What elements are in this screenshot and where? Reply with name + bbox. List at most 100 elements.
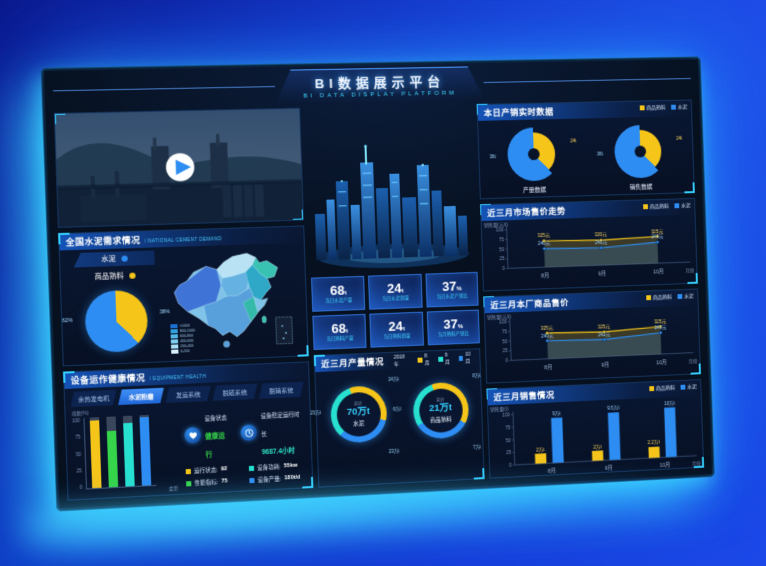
metric-performance: 性能指标: 75 xyxy=(186,476,243,487)
legend-swatch xyxy=(674,203,680,209)
svg-text:240元: 240元 xyxy=(538,241,551,247)
svg-text:325元: 325元 xyxy=(651,229,663,235)
svg-text:10月: 10月 xyxy=(660,461,671,468)
rose-blue-label: 36t xyxy=(489,154,496,160)
device-uptime: 设备稳定运行时长 9687.4小时 xyxy=(240,403,305,460)
legend-swatch xyxy=(646,295,652,301)
equipment-bar-chart: 指数(%) 100 75 50 25 0 类型 xyxy=(71,410,179,492)
metric-run-status: 运行状态: 92 xyxy=(185,464,243,475)
rose-blue-label: 36t xyxy=(596,151,604,157)
factory-price-panel: 近三月本厂商品售价 商品熟料 水泥 0 25 50 75 100 销售量(元/t) 月份 8月… xyxy=(483,288,701,384)
map-legend-swatch xyxy=(170,334,178,339)
gauge-ring: 总计 21万t 商品熟料 xyxy=(411,381,469,440)
tab-shipping-system[interactable]: 发运系统 xyxy=(165,386,211,403)
right-column: 本日产销实时数据 商品熟料 水泥 36t 24t xyxy=(476,99,705,479)
national-cement-demand-panel: 全国水泥需求情况 / NATIONAL CEMENT DEMAND 水泥 商品熟… xyxy=(58,225,309,367)
gauge-label-oct: 23万t xyxy=(388,448,400,455)
china-map: >1000 800-1000 600-800 400-600 200-400 0… xyxy=(166,246,304,356)
header-right-line xyxy=(483,78,692,92)
legend-swatch xyxy=(458,355,464,361)
svg-text:0: 0 xyxy=(509,463,512,469)
gauge-label-aug: 24万t xyxy=(388,376,400,383)
monitor: BI数据展示平台 BI DATA DISPLAY PLATFORM xyxy=(40,56,715,512)
legend-clinker[interactable]: 商品熟料 xyxy=(74,268,155,285)
metric-power: 设备功耗: 55kw xyxy=(248,461,306,472)
panel-title: 近三月销售情况 xyxy=(493,389,555,403)
legend-label: 商品熟料 xyxy=(94,272,124,282)
svg-text:9月: 9月 xyxy=(598,271,606,278)
svg-text:9.5万t: 9.5万t xyxy=(607,406,620,412)
map-legend-label: 200-400 xyxy=(180,343,194,349)
sales-rose-chart: 36t 24t 销售数据 xyxy=(586,124,694,192)
tab-denitration-system[interactable]: 脱硝系统 xyxy=(258,382,304,399)
svg-text:100: 100 xyxy=(496,227,504,233)
svg-text:9月: 9月 xyxy=(601,362,609,369)
page-title: BI数据展示平台 xyxy=(314,73,446,92)
stat-clinker-ratio: 37% 当月熟料产销比 xyxy=(426,309,480,346)
header-left-line xyxy=(52,86,276,101)
heart-icon xyxy=(184,426,202,444)
legend-swatch xyxy=(417,357,423,363)
gauge-label-sep: 23万t xyxy=(310,410,322,416)
svg-text:325元: 325元 xyxy=(538,233,551,239)
svg-text:242元: 242元 xyxy=(598,332,611,338)
svg-text:2万t: 2万t xyxy=(593,444,602,450)
center-column: 68t 当日水泥产量 24t 当日水泥销量 37% 当日水泥产销比 68t 当日熟料产量… xyxy=(305,104,485,488)
left-column: 全国水泥需求情况 / NATIONAL CEMENT DEMAND 水泥 商品熟… xyxy=(53,107,314,501)
tab-cement-grinding[interactable]: 水泥粉磨 xyxy=(118,388,165,405)
svg-text:100: 100 xyxy=(502,413,510,419)
svg-text:8月: 8月 xyxy=(548,467,556,474)
svg-text:2.2万t: 2.2万t xyxy=(648,440,661,446)
tab-waste-heat-generator[interactable]: 余热发电机 xyxy=(70,390,117,407)
play-icon xyxy=(175,159,192,175)
rose-hole xyxy=(527,148,540,161)
svg-text:9月: 9月 xyxy=(605,464,613,471)
svg-text:10万t: 10万t xyxy=(664,401,676,407)
svg-text:25: 25 xyxy=(506,450,512,456)
svg-text:240元: 240元 xyxy=(651,234,663,240)
header-title-frame: BI数据展示平台 BI DATA DISPLAY PLATFORM xyxy=(274,66,484,104)
legend-cement[interactable]: 水泥 xyxy=(73,250,154,267)
svg-text:75: 75 xyxy=(502,329,508,335)
city-illustration xyxy=(305,104,477,273)
svg-text:325元: 325元 xyxy=(598,324,611,330)
status-value: 健康运行 xyxy=(204,432,226,460)
tab-desulfurization-system[interactable]: 脱硫系统 xyxy=(212,384,258,401)
svg-text:10月: 10月 xyxy=(653,268,664,275)
svg-text:50: 50 xyxy=(502,339,508,345)
city-skyline-svg xyxy=(314,144,470,271)
svg-text:325元: 325元 xyxy=(541,325,554,331)
metric-dot xyxy=(249,477,255,483)
china-map-svg xyxy=(166,246,304,356)
panel-title: 近三月本厂商品售价 xyxy=(490,297,570,311)
svg-text:25: 25 xyxy=(503,349,509,355)
status-label: 设备稳定运行时长 xyxy=(260,412,300,439)
panel-title: 近三月市场售价走势 xyxy=(487,205,566,218)
status-value: 9687.4小时 xyxy=(261,447,296,457)
svg-text:50: 50 xyxy=(499,247,505,253)
svg-text:242元: 242元 xyxy=(595,240,608,246)
stat-cement-sales: 24t 当日水泥销量 xyxy=(368,273,423,310)
legend-swatch xyxy=(437,356,444,362)
svg-text:100: 100 xyxy=(499,319,507,325)
three-month-sales-panel: 近三月销售情况 商品熟料 水泥 0 25 50 75 100 销售量(t) 月份 8月 9月 10… xyxy=(486,379,705,479)
clinker-production-gauge: 总计 21万t 商品熟料 8万t 6万t 7万t xyxy=(393,371,481,454)
svg-text:50: 50 xyxy=(506,438,512,444)
svg-text:销售量(元/t): 销售量(元/t) xyxy=(484,222,509,230)
legend-swatch xyxy=(680,384,686,390)
rose-title: 产量数据 xyxy=(522,187,547,195)
rose-yellow-label: 24t xyxy=(676,135,683,141)
svg-text:8月: 8月 xyxy=(541,273,549,280)
svg-text:240元: 240元 xyxy=(541,333,554,339)
svg-text:25: 25 xyxy=(499,256,505,262)
factory-video-panel[interactable] xyxy=(53,107,305,228)
map-legend-swatch xyxy=(170,339,179,344)
legend-dot xyxy=(129,273,135,279)
bi-dashboard: BI数据展示平台 BI DATA DISPLAY PLATFORM xyxy=(43,59,712,509)
three-month-production-panel: 近三月产量情况 2018年 8月 9月 10月 总计 70万t 水泥 xyxy=(310,348,485,488)
svg-text:320元: 320元 xyxy=(595,232,608,238)
daily-stats-grid: 68t 当日水泥产量 24t 当日水泥销量 37% 当日水泥产销比 68t 当日熟料产量… xyxy=(311,271,480,351)
svg-text:325元: 325元 xyxy=(654,319,666,325)
legend-swatch xyxy=(677,293,683,300)
svg-text:0: 0 xyxy=(502,266,505,272)
